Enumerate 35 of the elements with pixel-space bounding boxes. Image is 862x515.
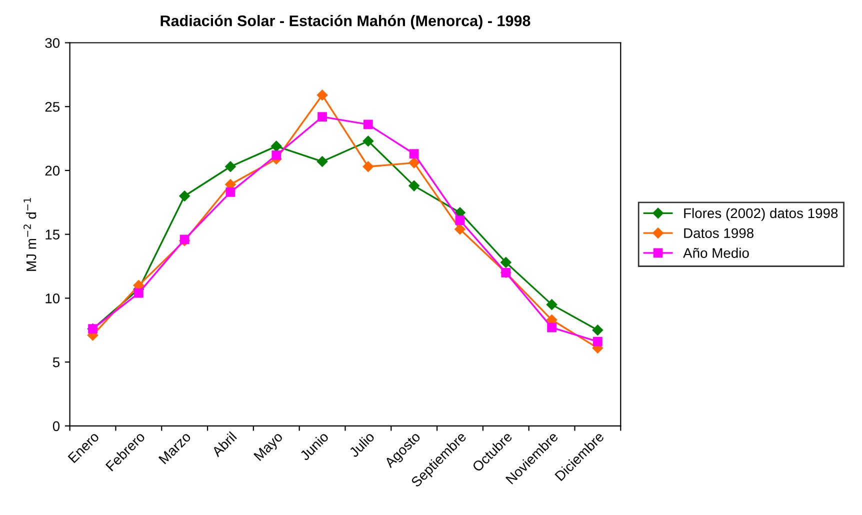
point xyxy=(546,299,558,310)
point xyxy=(547,322,556,332)
point xyxy=(225,161,236,172)
point xyxy=(408,180,420,192)
point xyxy=(455,216,465,225)
y-tick-label: 0 xyxy=(52,421,60,432)
y-tick-label: 10 xyxy=(46,294,60,304)
point xyxy=(362,161,374,172)
point xyxy=(318,112,327,122)
point xyxy=(363,120,373,130)
point xyxy=(362,136,374,147)
y-tick-label: 20 xyxy=(45,166,60,176)
chart-title: Radiación Solar - Estación Mahón (Menorca) - 1998 xyxy=(160,14,530,30)
y-tick-label: 30 xyxy=(45,38,60,48)
y-tick-label: 15 xyxy=(46,230,60,240)
point xyxy=(316,90,328,101)
point xyxy=(593,336,602,346)
point xyxy=(270,140,282,152)
y-tick-label: 25 xyxy=(45,102,60,112)
point xyxy=(179,190,190,202)
point xyxy=(134,288,144,298)
point xyxy=(316,156,328,167)
legend-label: Flores (2002) datos 1998 xyxy=(684,208,838,221)
x-tick-label: Julio xyxy=(348,431,375,458)
point xyxy=(226,187,236,197)
y-tick-label: 5 xyxy=(52,358,60,368)
legend-label: Año Medio xyxy=(683,248,749,258)
point xyxy=(272,150,282,160)
point xyxy=(409,149,419,159)
legend-label: Datos 1998 xyxy=(684,228,754,238)
y-axis-title: MJ m$^{−2}$ d$^{−1}$ xyxy=(24,198,36,271)
point xyxy=(408,157,420,168)
point xyxy=(454,224,466,235)
point xyxy=(500,256,512,268)
point xyxy=(592,324,604,336)
